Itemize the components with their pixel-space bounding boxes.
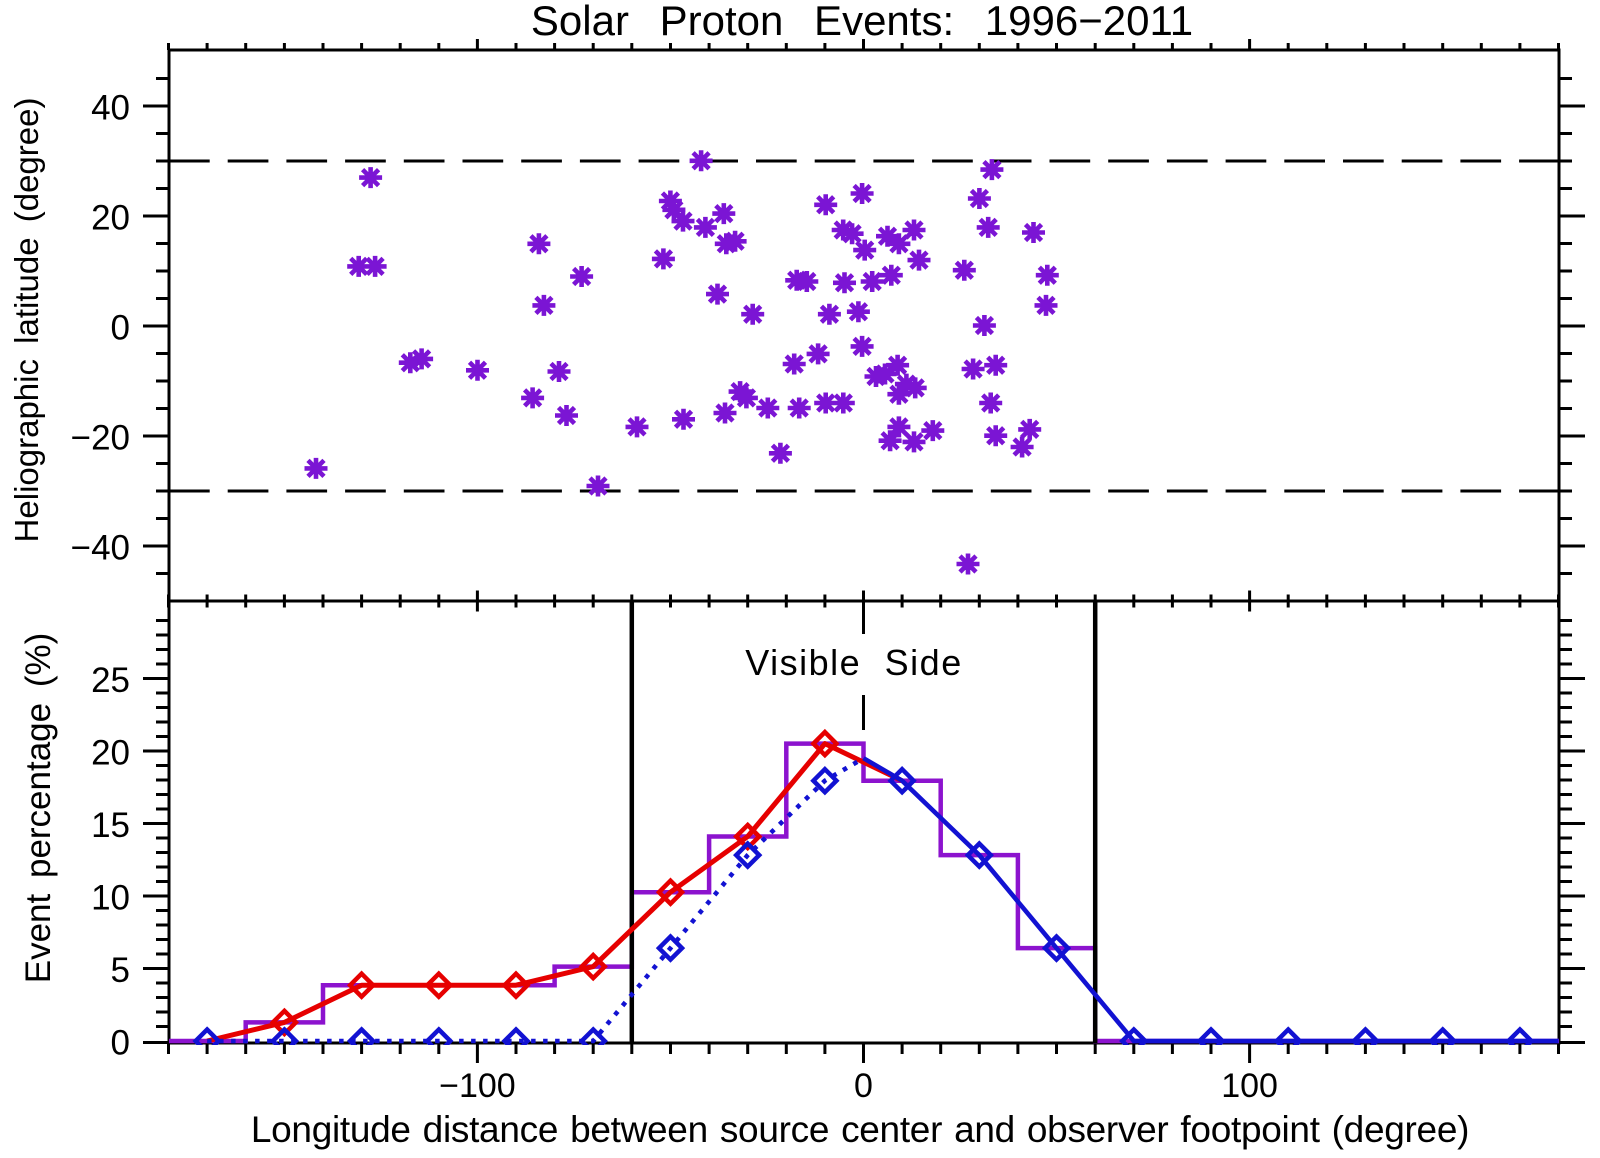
svg-text:20: 20: [91, 199, 130, 238]
svg-text:−100: −100: [439, 1067, 516, 1105]
svg-text:25: 25: [91, 661, 130, 700]
svg-text:−40: −40: [71, 529, 130, 568]
svg-text:Event percentage (%): Event percentage (%): [19, 633, 58, 984]
svg-text:0: 0: [111, 1024, 130, 1063]
svg-text:5: 5: [111, 951, 130, 990]
svg-text:10: 10: [91, 879, 130, 918]
svg-text:0: 0: [854, 1067, 873, 1105]
svg-text:15: 15: [91, 806, 130, 845]
svg-text:Solar Proton Events: 1996−2011: Solar Proton Events: 1996−2011: [531, 0, 1193, 44]
svg-text:−20: −20: [71, 419, 130, 458]
svg-text:100: 100: [1221, 1067, 1278, 1105]
svg-text:Heliographic latitude (degree): Heliographic latitude (degree): [8, 98, 45, 543]
svg-text:20: 20: [91, 734, 130, 773]
svg-text:Longitude distance between sou: Longitude distance between source center…: [251, 1109, 1469, 1150]
svg-text:Visible Side: Visible Side: [745, 642, 962, 683]
svg-text:0: 0: [111, 309, 130, 348]
svg-text:40: 40: [91, 89, 130, 128]
